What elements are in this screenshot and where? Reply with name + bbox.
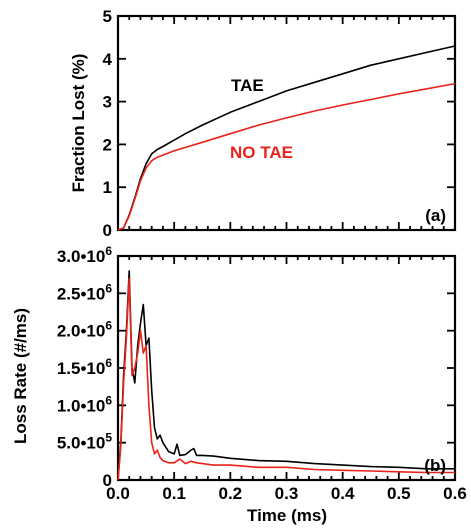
panel-b-y-tick-label: 1.5•106 bbox=[57, 356, 113, 378]
panel-a-tag: (a) bbox=[425, 206, 446, 225]
panel-b-x-tick-label: 0.2 bbox=[219, 484, 243, 503]
panel-a-y-axis-label: Fraction Lost (%) bbox=[69, 54, 88, 193]
panel-b-y-tick-label: 3.0•106 bbox=[57, 244, 113, 266]
panel-b-series bbox=[117, 270, 455, 481]
panel-b-y-tick-label: 1.0•106 bbox=[57, 393, 113, 415]
panel-a-y-tick-label: 2 bbox=[103, 135, 112, 154]
panel-b-y-tick-label: 2.5•106 bbox=[57, 281, 113, 303]
panel-a-y-tick-label: 0 bbox=[103, 221, 112, 240]
panel-a-x-ticks bbox=[117, 16, 456, 230]
panel-b-y-ticks: 0 5.0•105 1.0•106 1.5•106 2.0•106 2.5•106 3.0•… bbox=[57, 244, 455, 490]
panel-b-y-tick-label: 0 bbox=[103, 471, 112, 490]
panel-b-y-axis-label: Loss Rate (#/ms) bbox=[11, 308, 30, 444]
panel-a-series-tae-line bbox=[117, 45, 456, 231]
panel-b-x-tick-label: 0.0 bbox=[106, 484, 130, 503]
panel-a-y-tick-label: 4 bbox=[103, 50, 113, 69]
panel-b-tag: (b) bbox=[424, 456, 446, 475]
panel-b: 0 5.0•105 1.0•106 1.5•106 2.0•106 2.5•106 3.0•… bbox=[11, 244, 467, 525]
panel-b-y-tick-label: 5.0•105 bbox=[57, 431, 113, 453]
tae-label: TAE bbox=[231, 76, 264, 95]
no-tae-label: NO TAE bbox=[230, 143, 293, 162]
panel-b-x-ticks: 0.0 0.1 0.2 0.3 0.4 0.5 0.6 bbox=[106, 256, 467, 503]
panel-a-series bbox=[117, 45, 456, 231]
panel-b-series-tae-line bbox=[117, 270, 455, 481]
panel-a-y-ticks: 0 1 2 3 4 5 bbox=[103, 7, 455, 240]
panel-b-x-tick-label: 0.4 bbox=[331, 484, 355, 503]
panel-b-x-tick-label: 0.5 bbox=[387, 484, 411, 503]
panel-a-series-no-tae-line bbox=[117, 82, 456, 231]
panel-a: 0 1 2 3 4 5 Fraction Lost (%) TAE NO TAE (a) bbox=[69, 7, 457, 240]
panel-b-x-tick-label: 0.3 bbox=[275, 484, 299, 503]
panel-b-x-axis-label: Time (ms) bbox=[247, 506, 327, 525]
panel-b-x-tick-label: 0.6 bbox=[443, 484, 467, 503]
panel-b-y-tick-label: 2.0•106 bbox=[57, 319, 113, 341]
panel-a-y-tick-label: 1 bbox=[103, 178, 112, 197]
panel-a-frame bbox=[116, 14, 457, 232]
panel-b-frame bbox=[116, 254, 457, 482]
panel-b-x-tick-label: 0.1 bbox=[162, 484, 186, 503]
panel-a-y-tick-label: 3 bbox=[103, 93, 112, 112]
panel-a-y-tick-label: 5 bbox=[103, 7, 112, 26]
panel-b-series-no-tae-line bbox=[117, 277, 455, 481]
